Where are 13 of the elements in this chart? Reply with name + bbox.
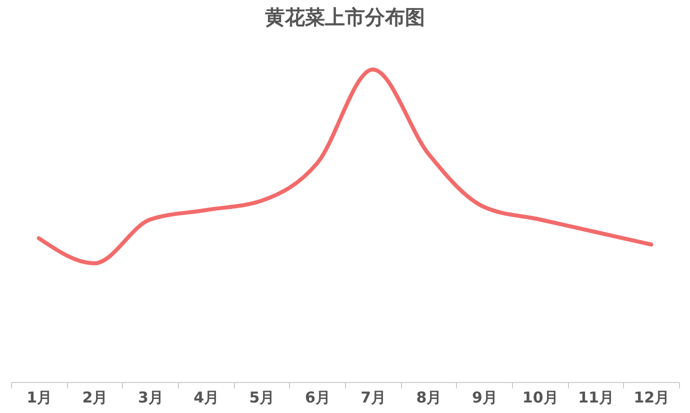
x-tick-label: 5月	[249, 388, 275, 406]
x-tick-label: 3月	[138, 388, 164, 406]
chart-title: 黄花菜上市分布图	[264, 5, 425, 29]
x-tick-label: 7月	[360, 388, 386, 406]
x-tick-label: 1月	[26, 388, 52, 406]
x-tick-label: 8月	[416, 388, 442, 406]
x-tick-label: 12月	[634, 388, 670, 406]
x-tick-label: 11月	[578, 388, 614, 406]
x-tick-label: 9月	[472, 388, 498, 406]
x-tick-label: 4月	[194, 388, 220, 406]
x-tick-label: 2月	[82, 388, 108, 406]
x-tick-label: 10月	[522, 388, 558, 406]
x-tick-label: 6月	[304, 388, 330, 406]
